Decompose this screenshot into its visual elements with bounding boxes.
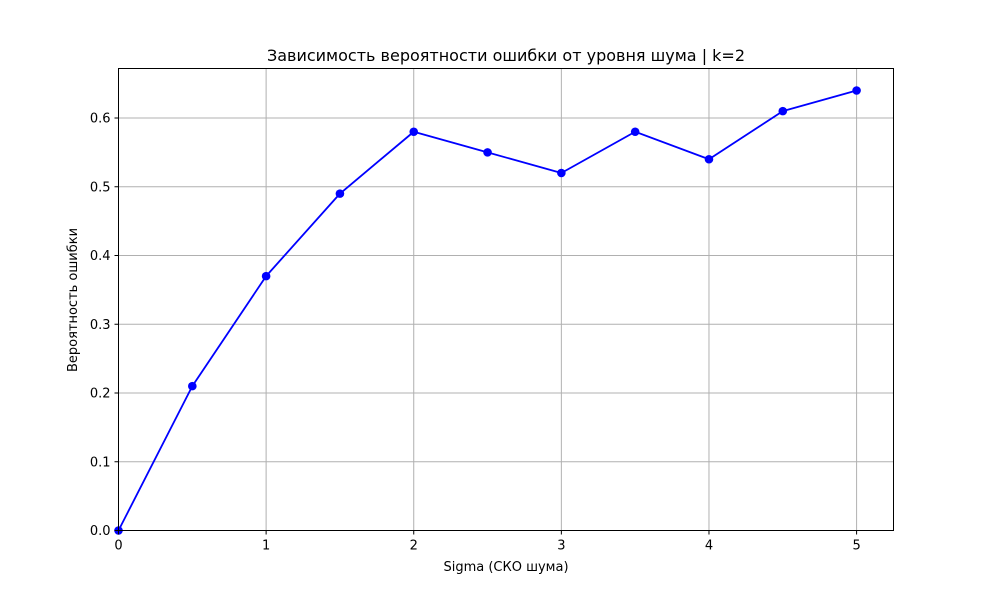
x-tick-label: 1: [262, 539, 270, 554]
y-tick-label: 0.4: [90, 249, 111, 264]
x-tick-label: 4: [705, 539, 713, 554]
axes: 0 1 2 3 4 5 0.0 0.1 0.2 0.3 0.4 0.5 0.6: [90, 112, 861, 554]
y-tick-label: 0.3: [90, 318, 111, 333]
data-point: [778, 106, 788, 116]
data-point: [852, 86, 861, 95]
x-tick-label: 0: [114, 539, 122, 554]
y-tick-label: 0.1: [90, 455, 111, 470]
data-point: [704, 154, 714, 164]
data-point: [261, 271, 271, 281]
x-axis-label: Sigma (СКО шума): [443, 560, 568, 575]
y-tick-label: 0.2: [90, 387, 111, 402]
plot-frame: [118, 68, 894, 531]
x-tick-label: 3: [557, 539, 565, 554]
chart-title: Зависимость вероятности ошибки от уровня…: [267, 46, 745, 65]
grid: [118, 68, 894, 531]
y-tick-label: 0.6: [90, 112, 111, 127]
data-point: [557, 168, 566, 178]
data-point: [630, 127, 640, 137]
y-axis-label: Вероятность ошибки: [66, 228, 81, 372]
series-layer: [114, 86, 861, 535]
data-point: [188, 381, 197, 391]
data-point: [409, 127, 419, 137]
data-point: [483, 148, 492, 157]
y-tick-label: 0.0: [90, 524, 111, 539]
y-tick-label: 0.5: [90, 180, 111, 195]
x-tick-label: 2: [410, 539, 418, 554]
data-point: [335, 189, 345, 198]
x-tick-label: 5: [852, 539, 860, 554]
